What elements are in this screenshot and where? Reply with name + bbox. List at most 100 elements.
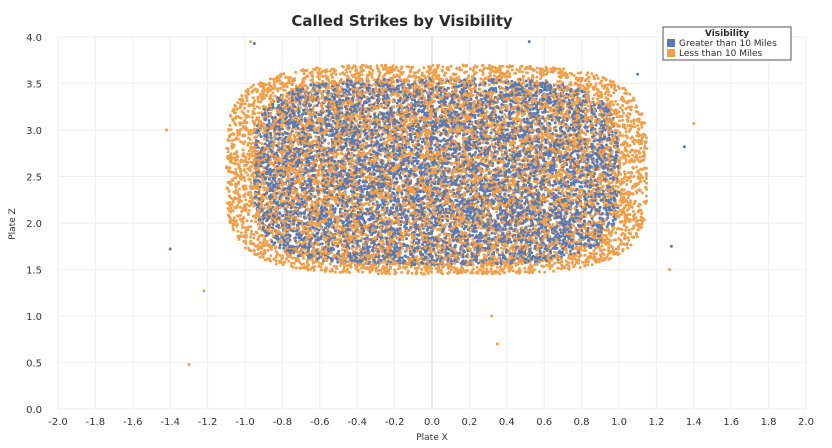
data-point-greater [412, 127, 415, 131]
data-point-less [263, 237, 267, 241]
data-point-less [503, 113, 507, 116]
data-point-less [246, 212, 250, 215]
data-point-greater [385, 242, 389, 246]
data-point-less [310, 200, 314, 204]
data-point-less [627, 238, 631, 242]
data-point-greater [368, 115, 372, 119]
data-point-less [629, 180, 633, 183]
data-point-less [619, 239, 623, 243]
data-point-less [596, 76, 600, 80]
data-point-less [622, 111, 626, 115]
data-point-less [424, 77, 428, 81]
data-point-less [403, 123, 407, 127]
data-point-less [241, 148, 245, 152]
data-point-less [395, 104, 399, 108]
data-point-less [583, 123, 587, 127]
data-point-less [239, 231, 243, 235]
data-point-less [257, 133, 260, 136]
data-point-less [565, 251, 568, 255]
data-point-less [349, 165, 353, 169]
data-point-less [287, 259, 291, 263]
data-point-greater [496, 178, 500, 182]
data-point-greater [395, 101, 399, 105]
data-point-greater [379, 138, 383, 142]
data-point-greater [561, 239, 565, 242]
data-point-less [583, 253, 587, 257]
data-point-greater [540, 89, 544, 93]
data-point-greater [601, 189, 605, 193]
data-point-less [378, 73, 381, 77]
data-point-greater [405, 237, 408, 241]
data-point-greater [497, 115, 501, 119]
data-point-less [564, 259, 568, 263]
data-point-less [414, 271, 418, 275]
data-point-less [593, 93, 596, 97]
data-point-less [607, 120, 611, 124]
data-point-greater [430, 221, 434, 225]
data-point-less [416, 70, 420, 74]
data-point-less [386, 136, 389, 140]
data-point-less [340, 64, 344, 68]
data-point-less [380, 63, 384, 67]
data-point-less [258, 141, 262, 145]
data-point-less [539, 77, 543, 80]
data-point-less [258, 225, 262, 229]
data-point-less [327, 141, 331, 145]
data-point-less [274, 255, 278, 259]
data-point-less [285, 81, 289, 85]
data-point-greater [276, 144, 280, 148]
data-point-less [487, 83, 491, 87]
data-point-less [366, 201, 370, 205]
data-point-less [355, 163, 359, 167]
data-point-less [338, 201, 342, 205]
data-point-less [556, 71, 560, 75]
data-point-greater [418, 119, 422, 123]
data-point-less [609, 85, 613, 89]
data-point-less [266, 248, 270, 252]
data-point-less [282, 72, 286, 76]
data-point-less [417, 68, 421, 72]
data-point-less [317, 173, 321, 177]
data-point-less [569, 211, 573, 215]
data-point-less [249, 235, 253, 239]
data-point-less [592, 187, 596, 191]
data-point-greater [278, 246, 282, 250]
data-point-less [271, 91, 275, 95]
data-point-less [244, 171, 248, 174]
data-point-greater [320, 242, 324, 246]
data-point-less [246, 160, 250, 164]
data-point-less [609, 94, 613, 98]
data-point-less [260, 142, 264, 146]
data-point-less [629, 120, 633, 123]
data-point-less [583, 264, 587, 268]
points-layer [165, 40, 696, 366]
data-point-greater [269, 136, 273, 140]
data-point-less [440, 81, 444, 85]
data-point-less [254, 220, 258, 224]
data-point-less [638, 155, 642, 159]
data-point-less [495, 210, 499, 214]
data-point-greater [382, 137, 386, 141]
data-point-less [275, 79, 279, 83]
data-point-less [574, 254, 578, 258]
data-point-less [592, 249, 596, 253]
data-point-less [535, 70, 539, 74]
data-point-less [619, 133, 623, 137]
data-point-less [614, 231, 618, 235]
data-point-less [318, 77, 321, 81]
data-point-less [234, 167, 238, 171]
data-point-less [354, 247, 358, 251]
data-point-less [627, 228, 631, 232]
data-point-greater [486, 218, 490, 222]
data-point-less [380, 271, 384, 275]
data-point-less [531, 74, 535, 77]
data-point-less [243, 102, 247, 106]
data-point-less [586, 263, 590, 267]
data-point-less [644, 174, 648, 178]
data-point-less [243, 179, 247, 182]
data-point-less [229, 206, 233, 210]
data-point-less [552, 269, 556, 273]
data-point-less [274, 262, 278, 266]
data-point-less [636, 219, 640, 222]
